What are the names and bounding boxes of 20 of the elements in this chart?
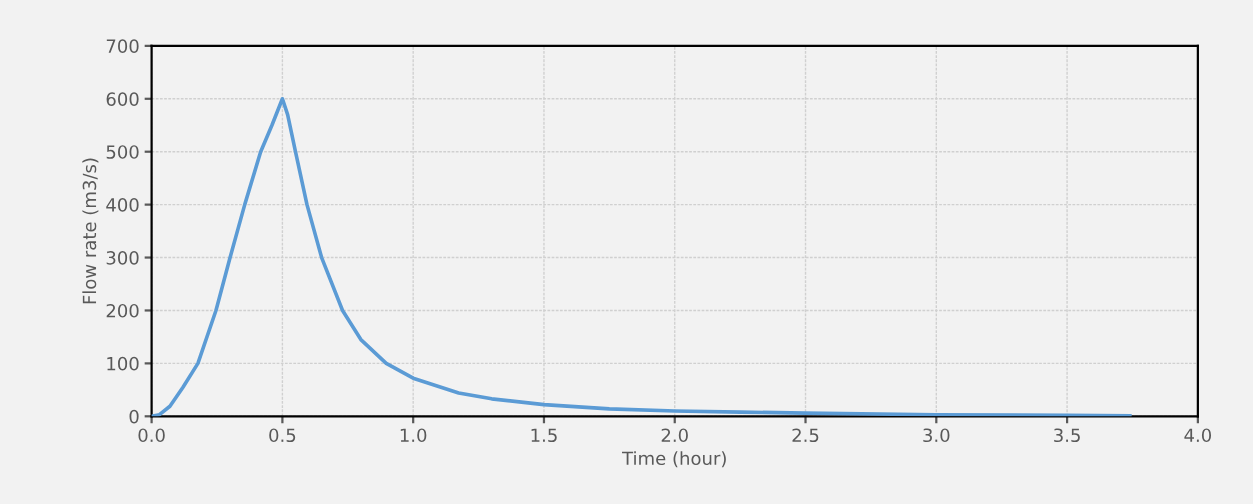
- y-tick-label: 500: [106, 145, 139, 159]
- y-tick-label: 400: [106, 198, 139, 212]
- line-series: [151, 96, 1132, 417]
- x-tick-label: 1.5: [531, 428, 557, 443]
- x-tick-label: 0.5: [269, 428, 296, 443]
- x-tick-label: 2.0: [661, 428, 688, 443]
- x-tick-label: 2.5: [792, 428, 819, 443]
- x-tick-label: 1.0: [400, 428, 427, 443]
- x-tick-label: 3.5: [1054, 428, 1080, 443]
- y-tick-label: 300: [106, 251, 139, 265]
- y-tick-label: 0: [129, 409, 139, 424]
- y-tick-label: 600: [106, 92, 139, 106]
- x-axis-title: Time (hour): [622, 451, 726, 468]
- x-tick-label: 4.0: [1184, 428, 1212, 443]
- x-tick-label: 0.0: [138, 428, 165, 443]
- x-tick-label: 3.0: [923, 428, 950, 443]
- y-tick-label: 200: [106, 303, 139, 318]
- y-axis-title: Flow rate (m3/s): [82, 158, 99, 304]
- y-tick-label: 100: [107, 356, 139, 371]
- y-tick-label: 700: [106, 39, 139, 53]
